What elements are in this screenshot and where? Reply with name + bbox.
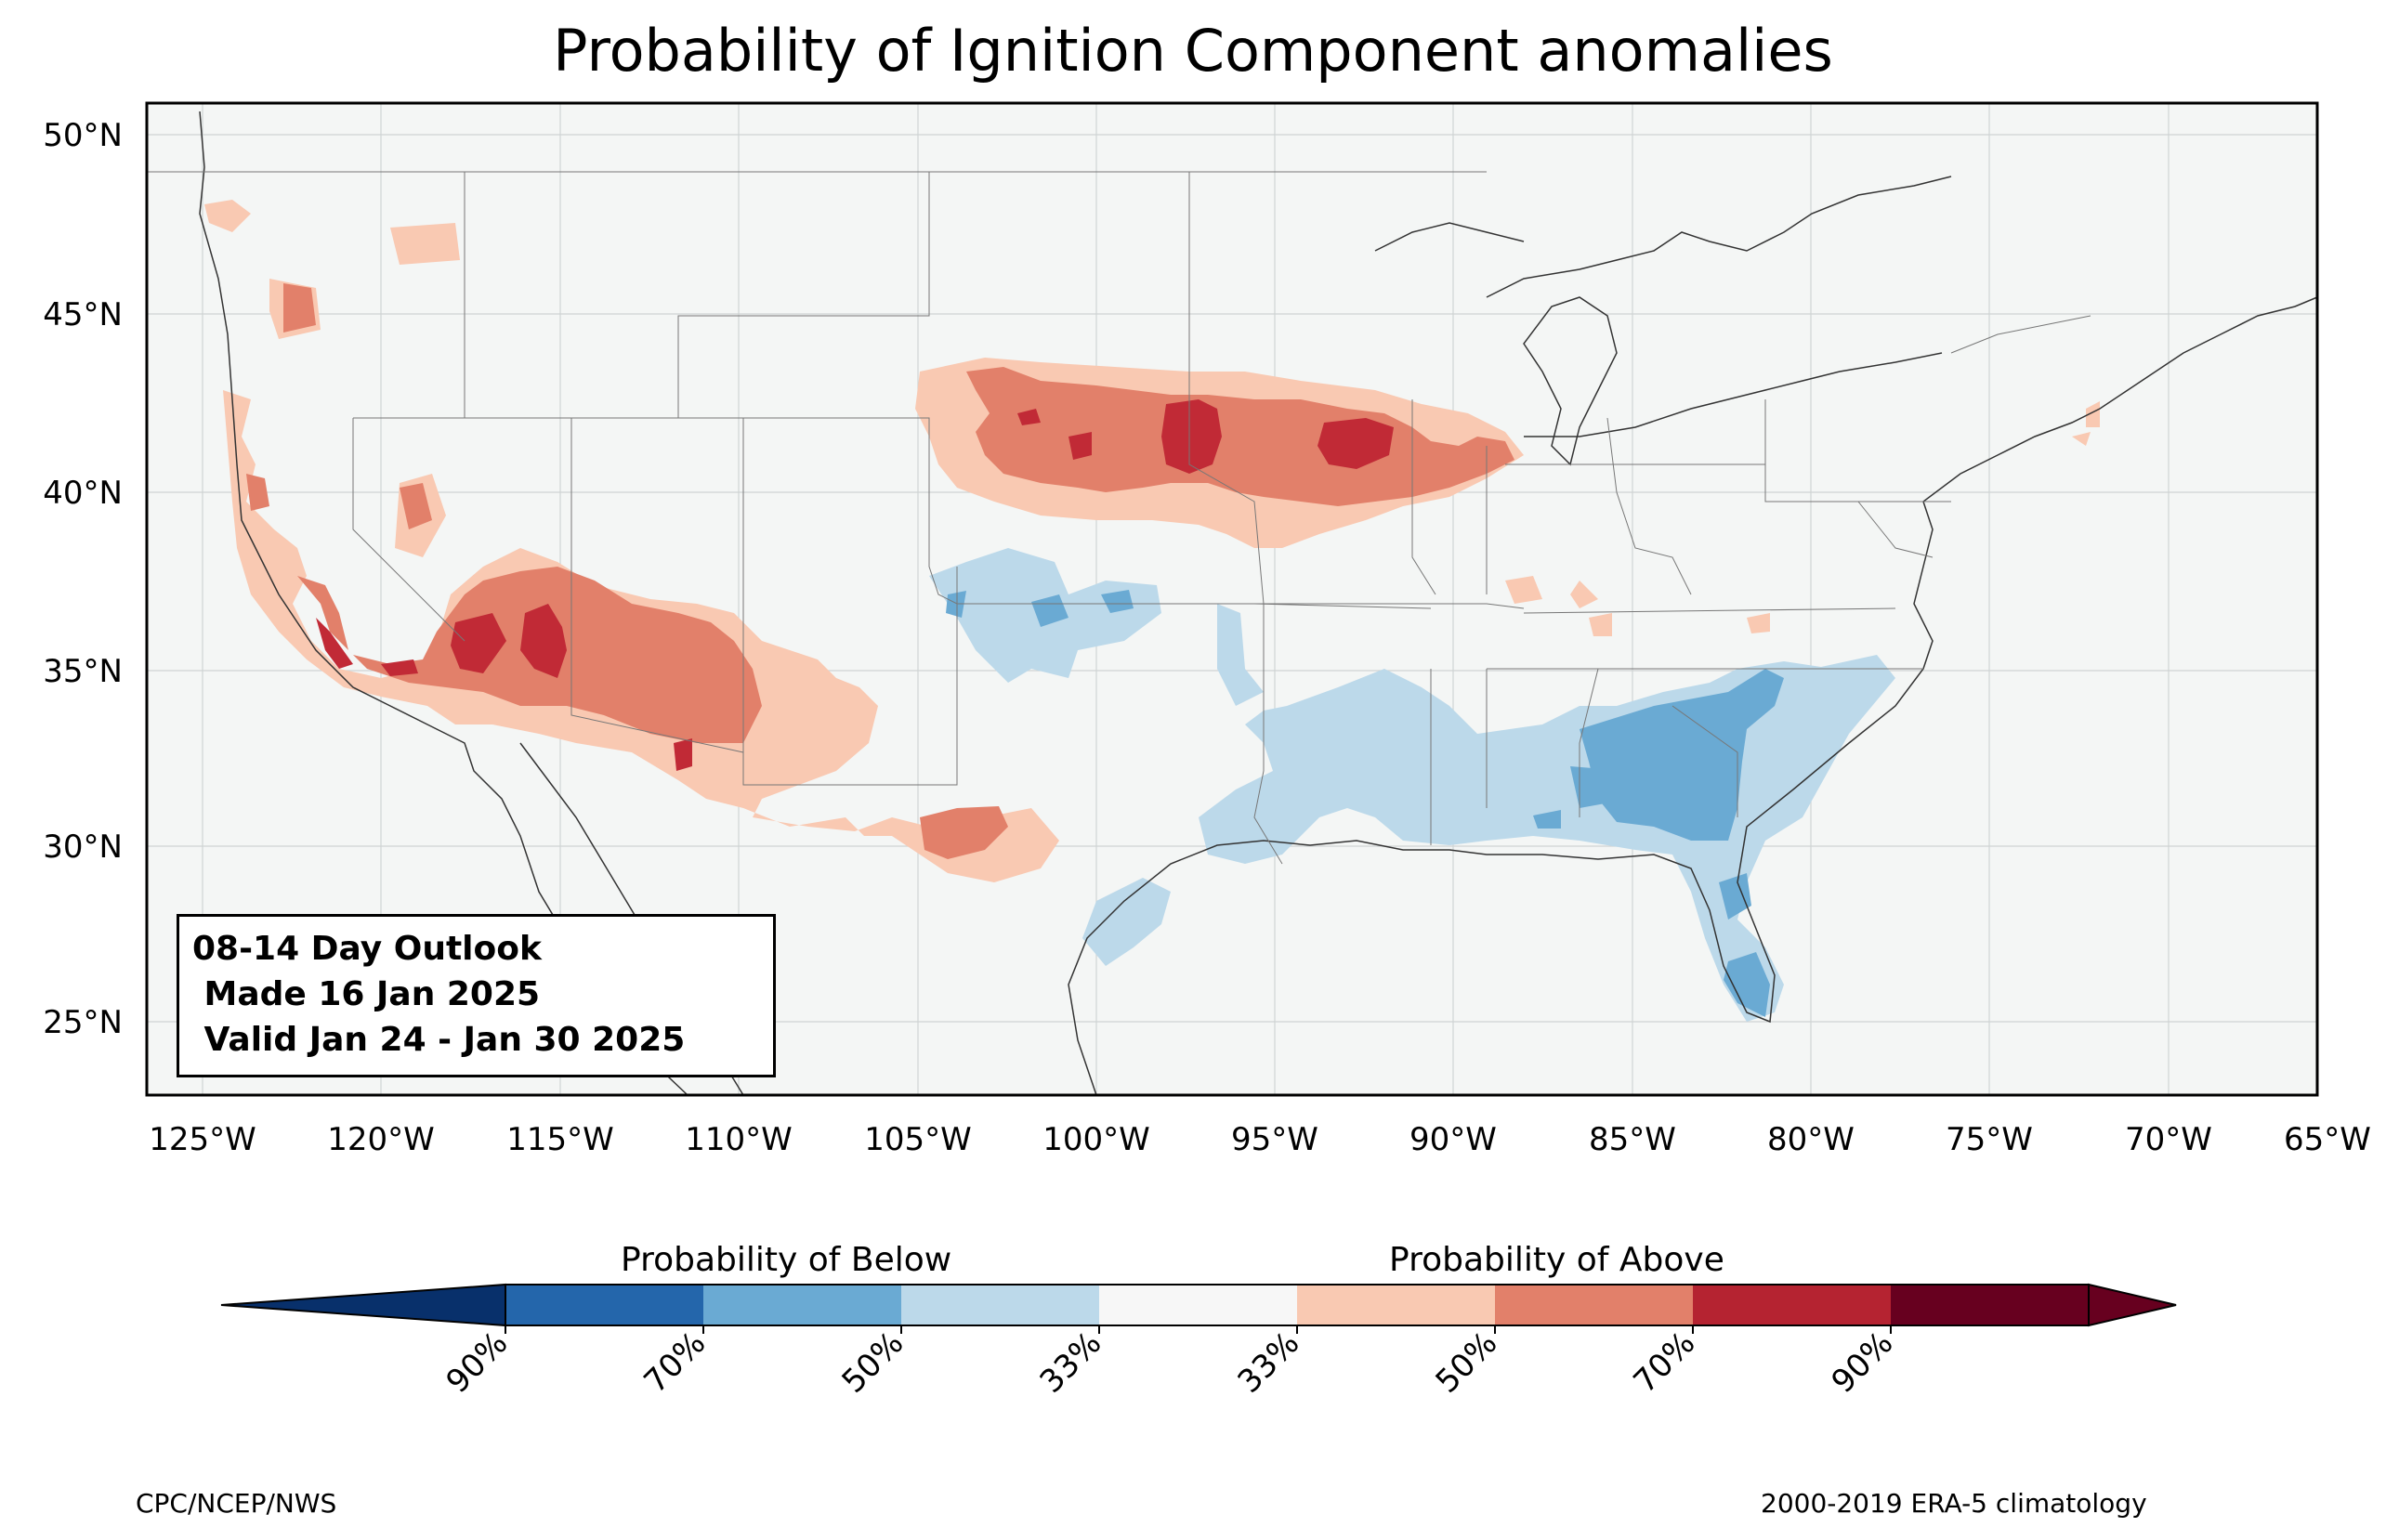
outlook-info-box: 08-14 Day Outlook Made 16 Jan 2025 Valid…: [177, 914, 776, 1077]
colorbar-below-title: Probability of Below: [621, 1241, 952, 1279]
lat-label: 25°N: [43, 1004, 123, 1041]
below-50-regions: [946, 590, 1784, 1017]
lon-label: 80°W: [1767, 1121, 1855, 1158]
colorbar-segment: [901, 1285, 1099, 1325]
lon-label: 75°W: [1946, 1121, 2033, 1158]
colorbar-tick-label: 70%: [637, 1325, 714, 1401]
lat-label: 50°N: [43, 117, 123, 154]
outlook-period: 08-14 Day Outlook: [192, 930, 542, 968]
lat-label: 40°N: [43, 475, 123, 512]
map-frame: [145, 101, 2319, 1097]
credit-right: 2000-2019 ERA-5 climatology: [1761, 1488, 2147, 1519]
colorbar-extend-high: [2088, 1283, 2177, 1327]
lon-label: 90°W: [1409, 1121, 1497, 1158]
colorbar-segment: [1891, 1285, 2089, 1325]
colorbar-tick-labels: 90% 70% 50% 33% 33% 50% 70% 90%: [439, 1325, 1901, 1401]
colorbar-above-title: Probability of Above: [1389, 1241, 1724, 1279]
lat-label: 35°N: [43, 653, 123, 690]
colorbar-tick-label: 50%: [1429, 1325, 1505, 1401]
lon-label: 85°W: [1589, 1121, 1676, 1158]
colorbar-tick-label: 90%: [439, 1325, 516, 1401]
outlook-valid-dates: Valid Jan 24 - Jan 30 2025: [192, 1021, 686, 1059]
colorbar-segment: [1693, 1285, 1891, 1325]
colorbar-segment: [1099, 1285, 1297, 1325]
colorbar-ticks: [505, 1325, 1892, 1334]
lon-label: 125°W: [149, 1121, 256, 1158]
lat-label: 30°N: [43, 829, 123, 866]
colorbar-tick-label: 70%: [1627, 1325, 1703, 1401]
lon-label: 105°W: [864, 1121, 972, 1158]
lon-label: 115°W: [506, 1121, 614, 1158]
lon-label: 100°W: [1042, 1121, 1150, 1158]
outlook-made-date: Made 16 Jan 2025: [192, 975, 541, 1013]
colorbar-tick-label: 50%: [835, 1325, 911, 1401]
map-title: Probability of Ignition Component anomal…: [553, 17, 1833, 85]
colorbar-segment: [1297, 1285, 1495, 1325]
colorbar-segment: [703, 1285, 901, 1325]
latitude-axis: 50°N 45°N 40°N 35°N 30°N 25°N: [43, 117, 123, 1041]
longitude-axis: 125°W 120°W 115°W 110°W 105°W 100°W 95°W…: [149, 1121, 2371, 1158]
above-70-regions: [316, 399, 1394, 771]
state-borders: [147, 171, 2091, 865]
colorbar: 90% 70% 50% 33% 33% 50% 70% 90%: [220, 1283, 2177, 1401]
colorbar-segment: [1495, 1285, 1693, 1325]
colorbar-tick-label: 33%: [1033, 1325, 1109, 1401]
lat-label: 45°N: [43, 296, 123, 333]
lon-label: 110°W: [685, 1121, 793, 1158]
colorbar-tick-label: 33%: [1231, 1325, 1307, 1401]
lon-label: 95°W: [1231, 1121, 1318, 1158]
colorbar-extend-low: [220, 1283, 506, 1327]
lon-label: 120°W: [327, 1121, 435, 1158]
lon-label: 65°W: [2284, 1121, 2371, 1158]
colorbar-tick-label: 90%: [1825, 1325, 1901, 1401]
colorbar-segment: [505, 1285, 703, 1325]
lon-label: 70°W: [2125, 1121, 2212, 1158]
credit-left: CPC/NCEP/NWS: [136, 1488, 337, 1519]
